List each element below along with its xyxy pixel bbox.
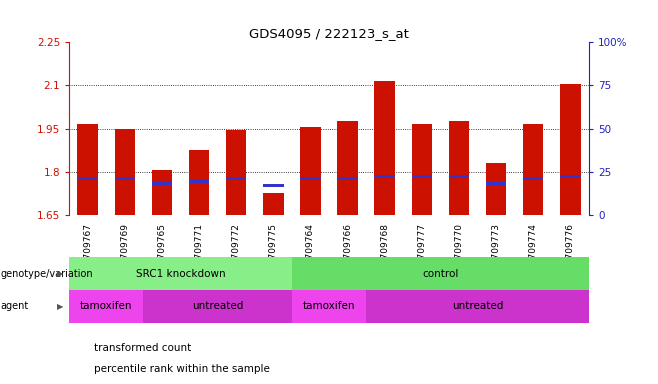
- Bar: [189, 180, 209, 184]
- Bar: [69, 257, 292, 290]
- Text: ▶: ▶: [57, 302, 64, 311]
- Text: GDS4095 / 222123_s_at: GDS4095 / 222123_s_at: [249, 27, 409, 40]
- Text: ▶: ▶: [57, 269, 64, 278]
- Text: agent: agent: [1, 301, 29, 311]
- Bar: [412, 124, 432, 215]
- Bar: [114, 177, 135, 180]
- Bar: [338, 121, 358, 215]
- Bar: [152, 182, 172, 185]
- Bar: [226, 130, 246, 215]
- Bar: [374, 175, 395, 178]
- Bar: [338, 177, 358, 180]
- Text: untreated: untreated: [192, 301, 243, 311]
- Bar: [449, 121, 469, 215]
- Bar: [366, 290, 589, 323]
- Bar: [412, 175, 432, 178]
- Text: transformed count: transformed count: [94, 343, 191, 353]
- Bar: [69, 290, 143, 323]
- Text: SRC1 knockdown: SRC1 knockdown: [136, 268, 225, 279]
- Bar: [78, 177, 98, 180]
- Bar: [560, 175, 580, 178]
- Bar: [263, 184, 284, 187]
- Text: percentile rank within the sample: percentile rank within the sample: [94, 364, 270, 374]
- Bar: [292, 257, 589, 290]
- Bar: [486, 182, 506, 185]
- Bar: [374, 81, 395, 215]
- Bar: [292, 290, 366, 323]
- Bar: [143, 290, 292, 323]
- Bar: [114, 129, 135, 215]
- Bar: [189, 150, 209, 215]
- Bar: [300, 177, 320, 180]
- Bar: [523, 124, 544, 215]
- Bar: [300, 127, 320, 215]
- Bar: [449, 175, 469, 178]
- Bar: [152, 170, 172, 215]
- Bar: [523, 177, 544, 180]
- Text: tamoxifen: tamoxifen: [80, 301, 132, 311]
- Bar: [78, 124, 98, 215]
- Bar: [263, 194, 284, 215]
- Text: untreated: untreated: [452, 301, 503, 311]
- Bar: [226, 177, 246, 180]
- Bar: [560, 84, 580, 215]
- Bar: [486, 163, 506, 215]
- Text: genotype/variation: genotype/variation: [1, 268, 93, 279]
- Text: control: control: [422, 268, 459, 279]
- Text: tamoxifen: tamoxifen: [303, 301, 355, 311]
